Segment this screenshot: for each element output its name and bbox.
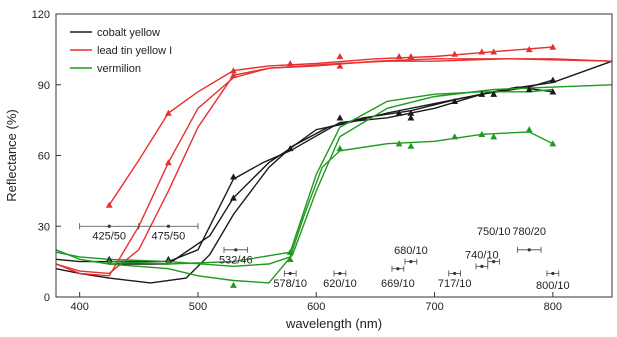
data-point-lead-tin-yellow-i bbox=[230, 67, 237, 74]
data-point-lead-tin-yellow-i bbox=[549, 43, 557, 50]
data-point-cobalt-yellow bbox=[336, 114, 344, 121]
y-axis-label: Reflectance (%) bbox=[4, 109, 19, 201]
series-line-lead-tin-yellow-i-1 bbox=[55, 58, 613, 277]
data-point-lead-tin-yellow-i bbox=[395, 53, 403, 60]
bandpass-center bbox=[480, 264, 484, 268]
bandpass-center bbox=[234, 248, 238, 252]
data-point-lead-tin-yellow-i bbox=[164, 159, 172, 166]
bandpass-center bbox=[166, 224, 170, 228]
legend: cobalt yellow lead tin yellow I vermilion bbox=[70, 27, 172, 75]
x-tick-label: 600 bbox=[307, 301, 325, 313]
bandpass-label: 620/10 bbox=[323, 278, 357, 290]
bandpass-label: 780/20 bbox=[512, 226, 546, 238]
data-point-vermilion bbox=[105, 258, 113, 265]
y-tick-label: 0 bbox=[44, 292, 50, 304]
data-point-cobalt-yellow bbox=[286, 145, 294, 152]
data-point-cobalt-yellow bbox=[549, 88, 557, 95]
data-point-vermilion bbox=[490, 133, 498, 140]
legend-label-vermilion: vermilion bbox=[97, 63, 141, 75]
data-point-cobalt-yellow bbox=[230, 173, 237, 180]
bandpass-label: 750/10 bbox=[477, 226, 511, 238]
x-tick-label: 700 bbox=[425, 301, 443, 313]
data-point-vermilion bbox=[286, 248, 294, 255]
bandpass-label: 578/10 bbox=[273, 278, 307, 290]
bandpass-center bbox=[107, 224, 111, 228]
data-point-vermilion bbox=[407, 142, 415, 149]
bandpass-center bbox=[338, 271, 342, 276]
x-axis-label: wavelength (nm) bbox=[285, 316, 382, 331]
data-point-lead-tin-yellow-i bbox=[490, 48, 498, 55]
data-point-lead-tin-yellow-i bbox=[105, 201, 113, 208]
data-point-vermilion bbox=[164, 258, 172, 265]
data-point-cobalt-yellow bbox=[549, 76, 557, 83]
bandpass-label: 680/10 bbox=[394, 245, 428, 257]
data-point-vermilion bbox=[478, 130, 486, 137]
y-tick-label: 60 bbox=[38, 151, 50, 163]
y-tick-label: 30 bbox=[38, 221, 50, 233]
data-point-vermilion bbox=[525, 126, 533, 133]
bandpass-center bbox=[492, 260, 496, 264]
bandpass-label: 532/46 bbox=[219, 254, 253, 266]
bandpass-layer: 425/50 475/50 532/46 578/10 620/10 669/10 680/… bbox=[79, 223, 570, 292]
data-point-lead-tin-yellow-i bbox=[525, 45, 533, 53]
data-point-cobalt-yellow bbox=[451, 97, 459, 104]
bandpass-label: 425/50 bbox=[92, 231, 126, 243]
data-point-vermilion bbox=[395, 140, 403, 147]
markers-layer bbox=[105, 43, 557, 288]
data-point-vermilion bbox=[451, 133, 459, 140]
data-point-lead-tin-yellow-i bbox=[336, 62, 344, 69]
bandpass-center bbox=[527, 248, 531, 252]
data-point-vermilion bbox=[286, 255, 294, 262]
x-tick-label: 800 bbox=[544, 301, 562, 313]
data-point-vermilion bbox=[336, 145, 344, 152]
data-point-vermilion bbox=[230, 281, 237, 288]
legend-label-lead-tin-yellow-i: lead tin yellow I bbox=[97, 45, 172, 57]
data-point-cobalt-yellow bbox=[407, 114, 415, 121]
data-point-cobalt-yellow bbox=[230, 194, 237, 201]
bandpass-label: 800/10 bbox=[536, 280, 570, 292]
y-tick-label: 90 bbox=[38, 80, 50, 92]
axes-layer: 400 500 600 700 800 0 30 60 90 120 bbox=[32, 9, 562, 313]
data-point-lead-tin-yellow-i bbox=[286, 60, 294, 67]
data-point-cobalt-yellow bbox=[525, 86, 533, 93]
bandpass-center bbox=[409, 260, 413, 264]
data-point-lead-tin-yellow-i bbox=[230, 71, 237, 79]
data-point-lead-tin-yellow-i bbox=[478, 48, 486, 55]
data-point-lead-tin-yellow-i bbox=[164, 109, 172, 116]
series-line-vermilion-1 bbox=[55, 84, 613, 284]
series-line-vermilion-0 bbox=[55, 131, 554, 268]
data-point-vermilion bbox=[549, 140, 557, 147]
data-point-lead-tin-yellow-i bbox=[407, 53, 415, 60]
bandpass-center bbox=[288, 271, 292, 276]
bandpass-label: 740/10 bbox=[465, 250, 499, 262]
data-point-cobalt-yellow bbox=[395, 109, 403, 116]
bandpass-center bbox=[551, 271, 555, 276]
series-line-vermilion-2 bbox=[109, 88, 553, 265]
data-point-lead-tin-yellow-i bbox=[451, 50, 459, 57]
bandpass-center bbox=[396, 267, 400, 271]
bandpass-label: 475/50 bbox=[152, 231, 186, 243]
data-point-cobalt-yellow bbox=[407, 109, 415, 116]
bandpass-center bbox=[453, 271, 457, 276]
data-point-lead-tin-yellow-i bbox=[336, 53, 344, 60]
data-point-cobalt-yellow bbox=[478, 90, 486, 97]
bandpass-label: 717/10 bbox=[438, 278, 472, 290]
series-layer bbox=[55, 46, 613, 284]
y-tick-label: 120 bbox=[32, 9, 50, 21]
x-tick-label: 500 bbox=[189, 301, 207, 313]
x-tick-label: 400 bbox=[70, 301, 88, 313]
bandpass-label: 669/10 bbox=[381, 278, 415, 290]
legend-label-cobalt-yellow: cobalt yellow bbox=[97, 27, 160, 39]
data-point-cobalt-yellow bbox=[490, 90, 498, 97]
